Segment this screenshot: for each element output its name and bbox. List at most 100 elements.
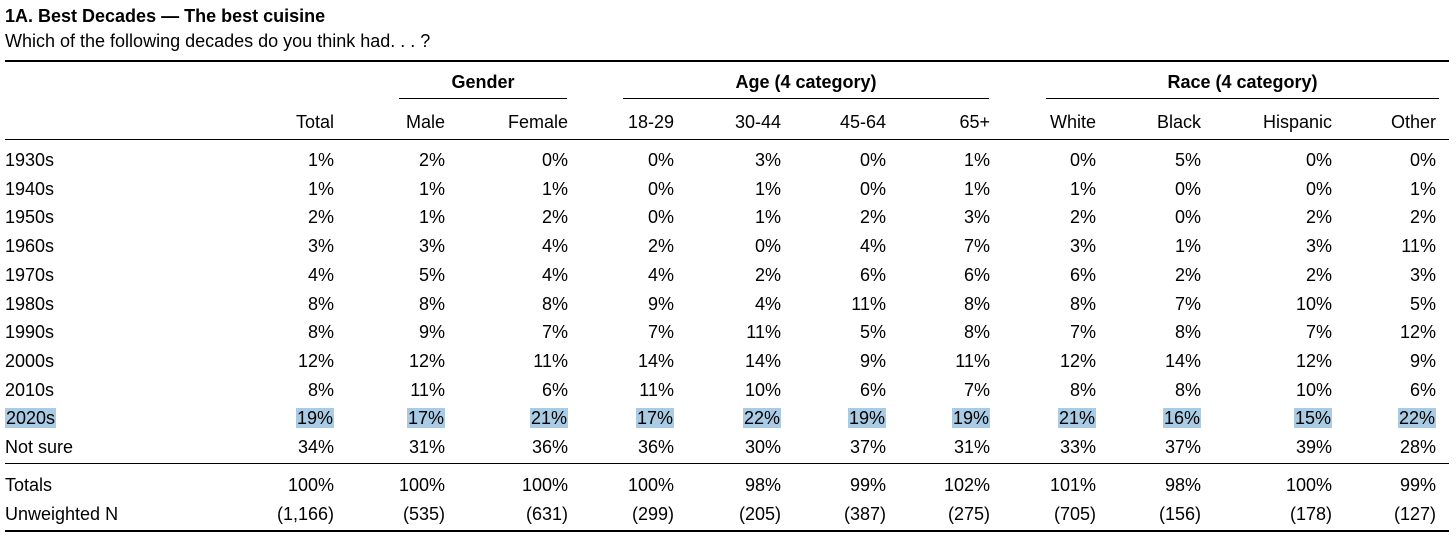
table-cell: 7% bbox=[647, 322, 674, 342]
table-cell: (275) bbox=[947, 504, 990, 524]
column-header: 45-64 bbox=[839, 112, 886, 132]
top-rule bbox=[5, 60, 1449, 62]
totals-rule bbox=[5, 463, 1449, 464]
table-cell: 4% bbox=[754, 294, 781, 314]
table-cell: 1% bbox=[754, 207, 781, 227]
table-cell: 1% bbox=[963, 179, 990, 199]
table-cell: 33% bbox=[1059, 437, 1096, 457]
table-cell: 19% bbox=[951, 408, 990, 428]
row-label: 1970s bbox=[5, 265, 55, 285]
table-row: Totals 100% 100% 100% 100% 98% 99% 102% 101% 98% 1… bbox=[0, 471, 1456, 499]
table-cell: 9% bbox=[647, 294, 674, 314]
group-header-race: Race (4 category) bbox=[1167, 72, 1318, 92]
table-cell: 11% bbox=[639, 380, 674, 400]
table-cell: (178) bbox=[1289, 504, 1332, 524]
table-cell: 101% bbox=[1049, 475, 1096, 495]
table-cell: 39% bbox=[1295, 437, 1332, 457]
table-row: Not sure 34% 31% 36% 36% 30% 37% 31% 33% 37% 39% 28… bbox=[0, 433, 1456, 461]
table-cell: 5% bbox=[1409, 294, 1436, 314]
table-cell: 1% bbox=[1069, 179, 1096, 199]
table-cell: 0% bbox=[1174, 179, 1201, 199]
table-cell: 4% bbox=[307, 265, 334, 285]
table-cell: 7% bbox=[963, 236, 990, 256]
column-header: Female bbox=[507, 112, 568, 132]
table-cell: 8% bbox=[307, 322, 334, 342]
table-cell: 8% bbox=[541, 294, 568, 314]
table-cell: 1% bbox=[963, 150, 990, 170]
table-cell: 98% bbox=[1164, 475, 1201, 495]
table-cell: 1% bbox=[1174, 236, 1201, 256]
table-cell: 12% bbox=[408, 351, 445, 371]
table-cell: 9% bbox=[418, 322, 445, 342]
table-cell: (631) bbox=[525, 504, 568, 524]
group-rule-age bbox=[623, 98, 989, 99]
table-cell: 2% bbox=[307, 207, 334, 227]
table-cell: 2% bbox=[1174, 265, 1201, 285]
table-cell: 3% bbox=[418, 236, 445, 256]
table-cell: 0% bbox=[647, 179, 674, 199]
table-cell: 11% bbox=[746, 322, 781, 342]
table-cell: 8% bbox=[307, 294, 334, 314]
table-cell: 3% bbox=[1409, 265, 1436, 285]
row-label: 1960s bbox=[5, 236, 55, 256]
table-cell: 0% bbox=[647, 207, 674, 227]
table-row: 2000s 12% 12% 11% 14% 14% 9% 11% 12% 14% 12% 9% bbox=[0, 347, 1456, 375]
table-cell: 3% bbox=[963, 207, 990, 227]
table-row: 1970s 4% 5% 4% 4% 2% 6% 6% 6% 2% 2% 3% bbox=[0, 261, 1456, 289]
table-cell: 16% bbox=[1162, 408, 1201, 428]
table-cell: 8% bbox=[307, 380, 334, 400]
table-cell: 11% bbox=[851, 294, 886, 314]
table-cell: 99% bbox=[849, 475, 886, 495]
table-cell: 6% bbox=[541, 380, 568, 400]
table-cell: 1% bbox=[307, 179, 334, 199]
table-row: 1950s 2% 1% 2% 0% 1% 2% 3% 2% 0% 2% 2% bbox=[0, 203, 1456, 231]
table-cell: 28% bbox=[1399, 437, 1436, 457]
table-cell: 34% bbox=[297, 437, 334, 457]
row-label: 2010s bbox=[5, 380, 55, 400]
column-header: Other bbox=[1390, 112, 1436, 132]
table-cell: (1,166) bbox=[276, 504, 334, 524]
column-header: Hispanic bbox=[1262, 112, 1332, 132]
table-cell: 0% bbox=[1305, 150, 1332, 170]
table-cell: 7% bbox=[963, 380, 990, 400]
table-cell: 3% bbox=[754, 150, 781, 170]
table-cell: 0% bbox=[1174, 207, 1201, 227]
table-cell: 19% bbox=[847, 408, 886, 428]
table-cell: 1% bbox=[1409, 179, 1436, 199]
table-cell: 100% bbox=[521, 475, 568, 495]
group-rule-gender bbox=[399, 98, 567, 99]
table-cell: 98% bbox=[744, 475, 781, 495]
table-cell: 4% bbox=[541, 265, 568, 285]
column-header: 65+ bbox=[959, 112, 990, 132]
table-cell: 22% bbox=[742, 408, 781, 428]
table-cell: 0% bbox=[1409, 150, 1436, 170]
table-cell: 31% bbox=[953, 437, 990, 457]
table-cell: 100% bbox=[287, 475, 334, 495]
table-cell: (156) bbox=[1158, 504, 1201, 524]
row-label: 1930s bbox=[5, 150, 55, 170]
table-cell: 7% bbox=[1305, 322, 1332, 342]
table-cell: 22% bbox=[1397, 408, 1436, 428]
table-cell: 8% bbox=[418, 294, 445, 314]
table-cell: 2% bbox=[754, 265, 781, 285]
table-cell: 36% bbox=[531, 437, 568, 457]
table-cell: 9% bbox=[859, 351, 886, 371]
table-row: 1930s 1% 2% 0% 0% 3% 0% 1% 0% 5% 0% 0% bbox=[0, 146, 1456, 174]
table-cell: 1% bbox=[541, 179, 568, 199]
column-header: Total bbox=[295, 112, 334, 132]
table-cell: 5% bbox=[418, 265, 445, 285]
table-cell: 10% bbox=[744, 380, 781, 400]
row-label: 2020s bbox=[5, 408, 57, 428]
table-cell: (299) bbox=[631, 504, 674, 524]
table-cell: 12% bbox=[297, 351, 334, 371]
table-cell: 0% bbox=[647, 150, 674, 170]
table-cell: 1% bbox=[418, 207, 445, 227]
table-cell: 11% bbox=[955, 351, 990, 371]
table-cell: 6% bbox=[963, 265, 990, 285]
row-label: 1940s bbox=[5, 179, 55, 199]
table-cell: 12% bbox=[1059, 351, 1096, 371]
group-header-gender: Gender bbox=[451, 72, 515, 92]
row-label: Not sure bbox=[5, 437, 74, 457]
table-cell: 102% bbox=[943, 475, 990, 495]
table-cell: 8% bbox=[963, 294, 990, 314]
